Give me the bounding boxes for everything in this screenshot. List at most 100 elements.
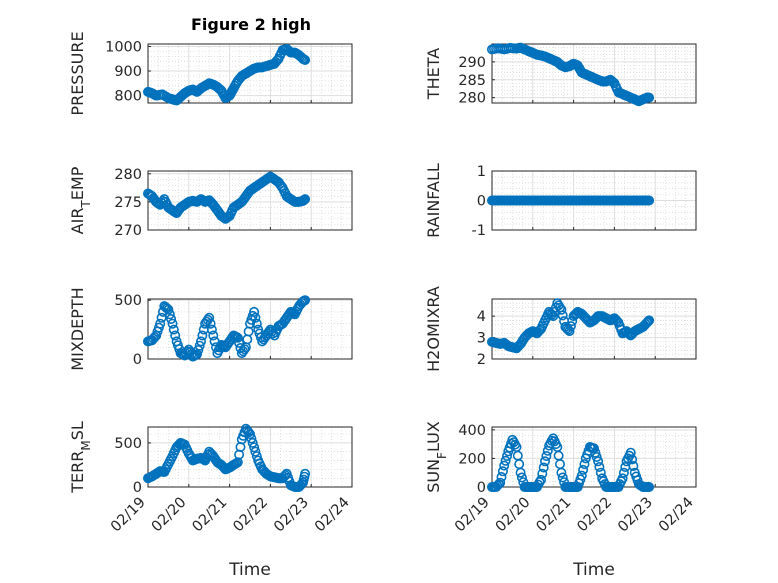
data-point <box>557 310 568 321</box>
data-point <box>162 303 173 314</box>
data-point <box>628 460 639 471</box>
data-point <box>594 461 605 472</box>
data-point <box>204 312 215 323</box>
y-axis-label: RAINFALL <box>424 163 443 238</box>
data-point <box>537 468 548 479</box>
data-point <box>250 312 261 323</box>
data-point <box>196 336 207 347</box>
data-point <box>194 340 205 351</box>
x-tick-label: 02/19 <box>108 495 149 536</box>
y-axis-label: SUNFLUX <box>424 421 449 493</box>
data-point <box>588 443 599 454</box>
data-point <box>644 195 655 206</box>
data-point <box>167 318 178 329</box>
data-point <box>644 92 655 103</box>
data-point <box>164 309 175 320</box>
figure-title: Figure 2 high <box>191 15 311 34</box>
y-axis-label: THETA <box>424 48 443 100</box>
data-point <box>500 455 511 466</box>
x-tick-label: 02/20 <box>149 495 190 536</box>
data-point <box>300 295 311 306</box>
data-point <box>538 462 549 473</box>
y-tick-label: -1 <box>472 223 486 239</box>
x-tick-label: 02/21 <box>190 495 231 536</box>
data-point <box>163 304 174 315</box>
y-axis-label: H2OMIXRA <box>424 286 443 372</box>
y-axis-label: TERRMSL <box>68 421 93 494</box>
subplot-mixdepth: 0 500 MIXDEPTH <box>68 287 353 371</box>
data-point <box>247 437 258 448</box>
data-point <box>501 450 512 461</box>
data-point <box>618 467 629 478</box>
data-point <box>499 460 510 471</box>
data-point <box>205 318 216 329</box>
data-point <box>515 467 526 478</box>
data-point <box>576 470 587 481</box>
data-point <box>497 466 508 477</box>
y-tick-label: 4 <box>477 309 486 325</box>
data-point <box>251 318 262 329</box>
y-tick-label: 900 <box>114 64 142 80</box>
plot-border <box>491 43 697 104</box>
x-axis-label: Time <box>572 560 615 580</box>
data-point <box>206 324 217 335</box>
data-point <box>249 306 260 317</box>
y-tick-label: 2 <box>477 352 486 368</box>
data-point <box>556 467 567 478</box>
y-tick-label: 0 <box>133 480 142 496</box>
data-point <box>249 442 260 453</box>
x-axis-label: Time <box>228 560 271 580</box>
data-point <box>243 427 254 438</box>
data-point <box>612 316 623 327</box>
data-point <box>617 473 628 484</box>
data-point <box>535 474 546 485</box>
subplot-rainfall: -1 0 1 RAINFALL <box>424 163 697 239</box>
y-tick-label: 1 <box>477 164 486 180</box>
data-point <box>234 337 245 348</box>
y-tick-label: 285 <box>458 73 486 89</box>
data-point <box>492 480 503 491</box>
y-tick-label: 400 <box>458 423 486 439</box>
data-point <box>168 324 179 335</box>
data-point <box>232 332 243 343</box>
subplot-terr-msl: 02/19 02/20 02/21 02/22 02/23 02/24 0 500 TERRMS… <box>68 421 353 580</box>
y-axis-label: MIXDEPTH <box>68 287 87 370</box>
x-tick-label: 02/23 <box>271 495 312 536</box>
x-tick-label: 02/23 <box>615 495 656 536</box>
data-point <box>550 302 561 313</box>
data-point <box>578 464 589 475</box>
data-point <box>579 459 590 470</box>
subplot-pressure: 800 900 1000 PRESSURE <box>68 31 353 116</box>
data-point <box>155 318 166 329</box>
data-point <box>160 302 171 313</box>
y-axis-label: AIRTEMP <box>68 166 93 234</box>
y-tick-label: 0 <box>477 194 486 210</box>
data-point <box>197 330 208 341</box>
data-point <box>156 312 167 323</box>
data-point <box>591 451 602 462</box>
data-point <box>166 313 177 324</box>
data-point <box>556 304 567 315</box>
data-point <box>300 468 311 479</box>
data-point <box>250 446 261 457</box>
y-tick-label: 3 <box>477 331 486 347</box>
data-point <box>590 447 601 458</box>
plot-border <box>491 426 697 488</box>
y-axis-label: PRESSURE <box>68 31 87 115</box>
x-tick-label: 02/19 <box>452 495 493 536</box>
data-point <box>539 456 550 467</box>
data-point <box>565 321 576 332</box>
x-tick-label: 02/24 <box>656 495 697 536</box>
data-point <box>564 326 575 337</box>
y-tick-label: 200 <box>458 451 486 467</box>
data-point <box>170 330 181 341</box>
plot-border <box>491 298 697 360</box>
data-point <box>627 454 638 465</box>
plot-border <box>147 298 353 360</box>
y-tick-label: 275 <box>114 195 142 211</box>
x-tick-label: 02/21 <box>534 495 575 536</box>
data-point <box>192 349 203 360</box>
y-tick-label: 270 <box>114 223 142 239</box>
y-tick-label: 0 <box>133 352 142 368</box>
